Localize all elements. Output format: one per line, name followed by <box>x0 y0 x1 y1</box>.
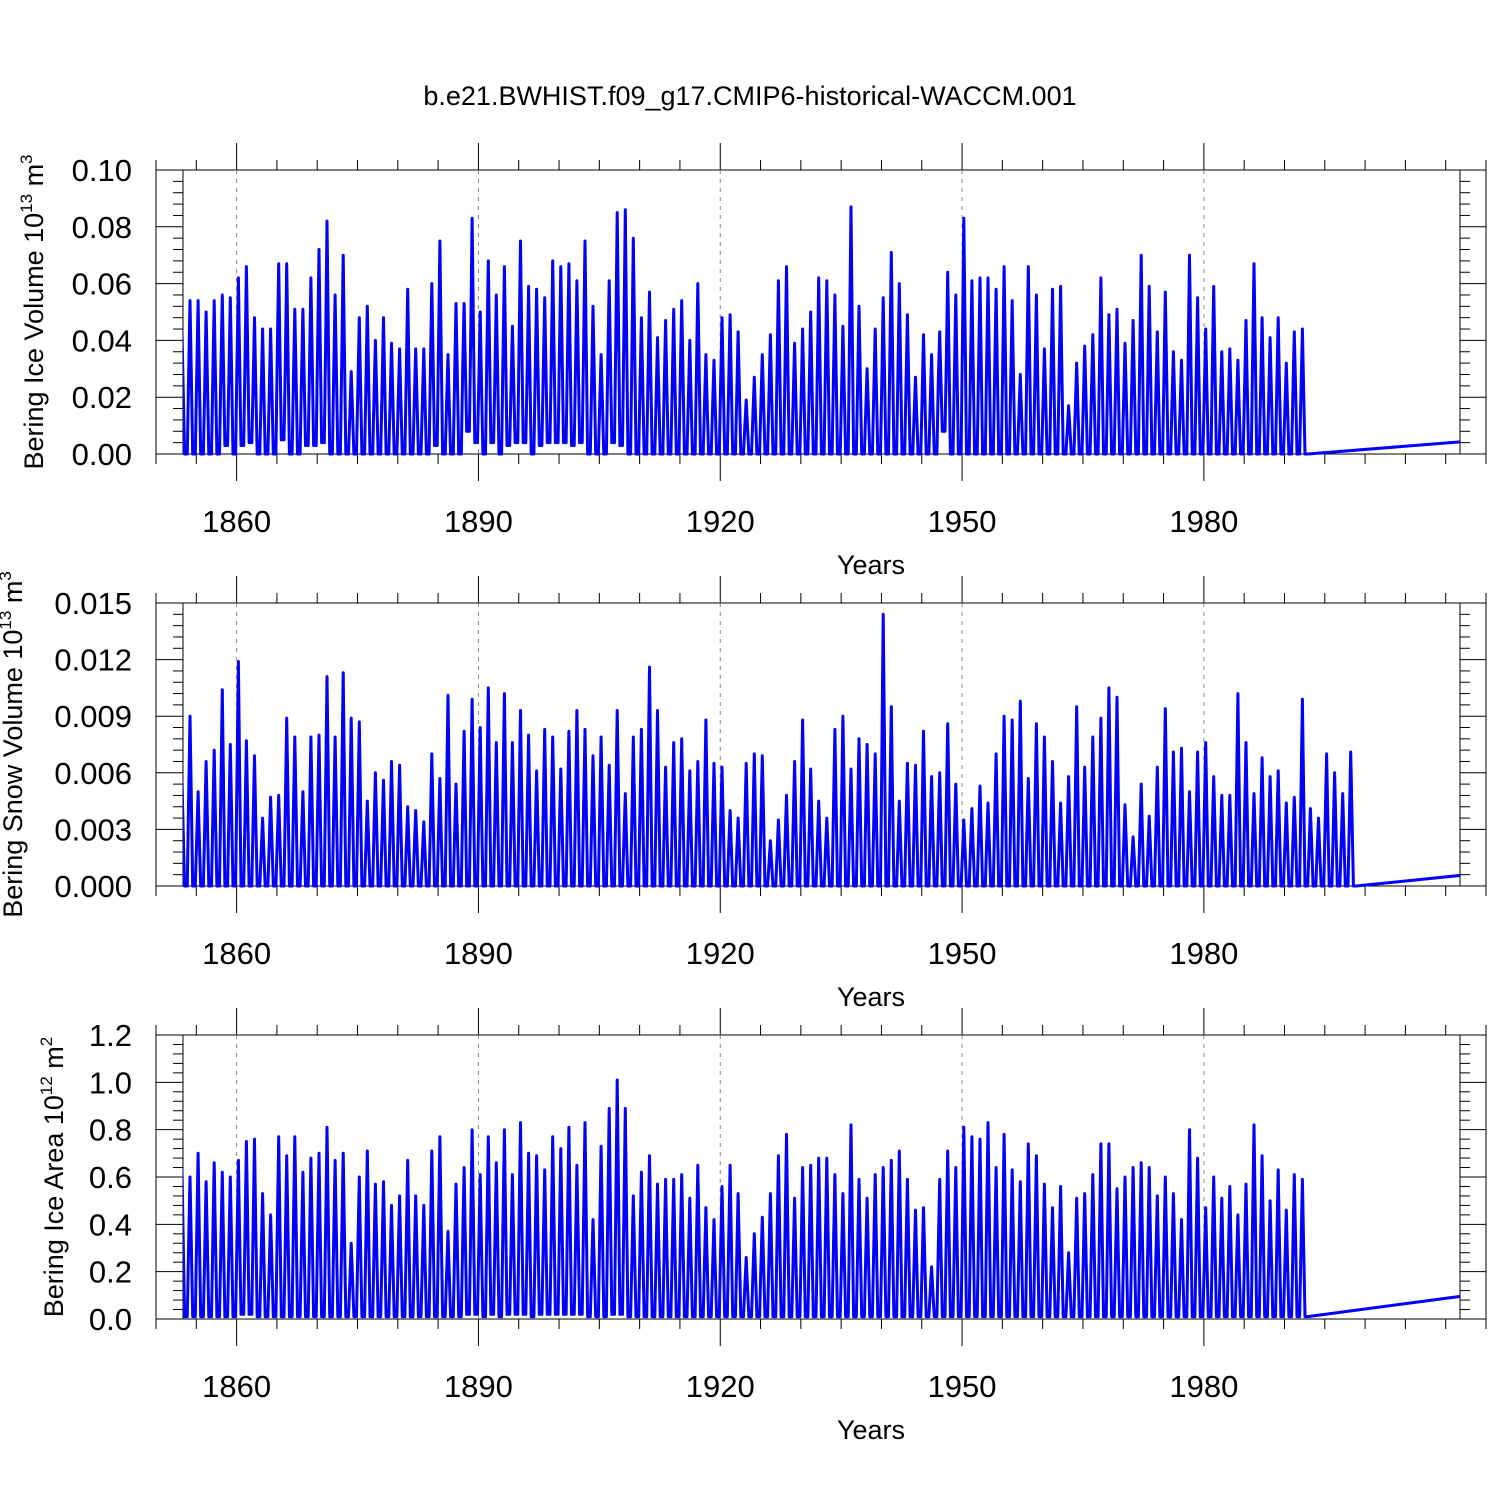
y-tick-label: 0.009 <box>54 699 132 734</box>
y-tick-label: 1.0 <box>89 1065 132 1100</box>
x-tick-label: 1920 <box>686 1369 755 1404</box>
y-tick-label: 0.015 <box>54 586 132 621</box>
x-axis-title: Years <box>837 1415 905 1445</box>
y-axis-title: Bering Ice Volume 1013 m3 <box>17 154 49 469</box>
y-tick-label: 0.012 <box>54 643 132 678</box>
x-axis-title: Years <box>837 550 905 580</box>
y-tick-label: 0.02 <box>72 380 132 415</box>
x-tick-label: 1950 <box>928 504 997 539</box>
x-tick-label: 1890 <box>444 936 513 971</box>
x-tick-label: 1860 <box>202 936 271 971</box>
y-tick-label: 0.06 <box>72 267 132 302</box>
x-tick-label: 1920 <box>686 936 755 971</box>
x-tick-label: 1890 <box>444 1369 513 1404</box>
y-tick-label: 0.00 <box>72 437 132 472</box>
y-tick-label: 0.8 <box>89 1113 132 1148</box>
y-tick-label: 0.003 <box>54 812 132 847</box>
y-tick-label: 0.10 <box>72 153 132 188</box>
x-tick-label: 1920 <box>686 504 755 539</box>
x-tick-label: 1980 <box>1169 504 1238 539</box>
x-tick-label: 1890 <box>444 504 513 539</box>
y-tick-label: 0.0 <box>89 1302 132 1337</box>
x-tick-label: 1860 <box>202 504 271 539</box>
series-line <box>183 1078 1460 1319</box>
x-tick-label: 1980 <box>1169 1369 1238 1404</box>
series-line <box>183 205 1460 456</box>
snow-volume-panel: 1860 1890 1920 1950 1980 0.000 0.003 0.006 0.009… <box>0 571 1487 1012</box>
y-tick-label: 0.04 <box>72 323 132 358</box>
y-tick-label: 1.2 <box>89 1018 132 1053</box>
y-tick-label: 0.2 <box>89 1255 132 1290</box>
y-tick-label: 0.4 <box>89 1207 132 1242</box>
x-tick-label: 1950 <box>928 936 997 971</box>
y-tick-label: 0.006 <box>54 756 132 791</box>
x-tick-label: 1950 <box>928 1369 997 1404</box>
y-tick-label: 0.000 <box>54 869 132 904</box>
figure-title: b.e21.BWHIST.f09_g17.CMIP6-historical-WA… <box>423 81 1076 111</box>
series-line <box>183 612 1460 888</box>
ice-volume-panel: 1860 1890 1920 1950 1980 0.00 0.02 0.04 0.06 0.08… <box>17 143 1487 580</box>
ice-area-panel: 1860 1890 1920 1950 1980 0.0 0.2 0.4 0.6 0.8 1.0 1.… <box>37 1008 1487 1445</box>
x-tick-label: 1860 <box>202 1369 271 1404</box>
x-tick-label: 1980 <box>1169 936 1238 971</box>
x-axis-title: Years <box>837 982 905 1012</box>
y-tick-label: 0.08 <box>72 210 132 245</box>
y-axis-title: Bering Ice Area 1012 m2 <box>37 1037 69 1318</box>
y-axis-title: Bering Snow Volume 1013 m3 <box>0 571 28 918</box>
y-tick-label: 0.6 <box>89 1160 132 1195</box>
